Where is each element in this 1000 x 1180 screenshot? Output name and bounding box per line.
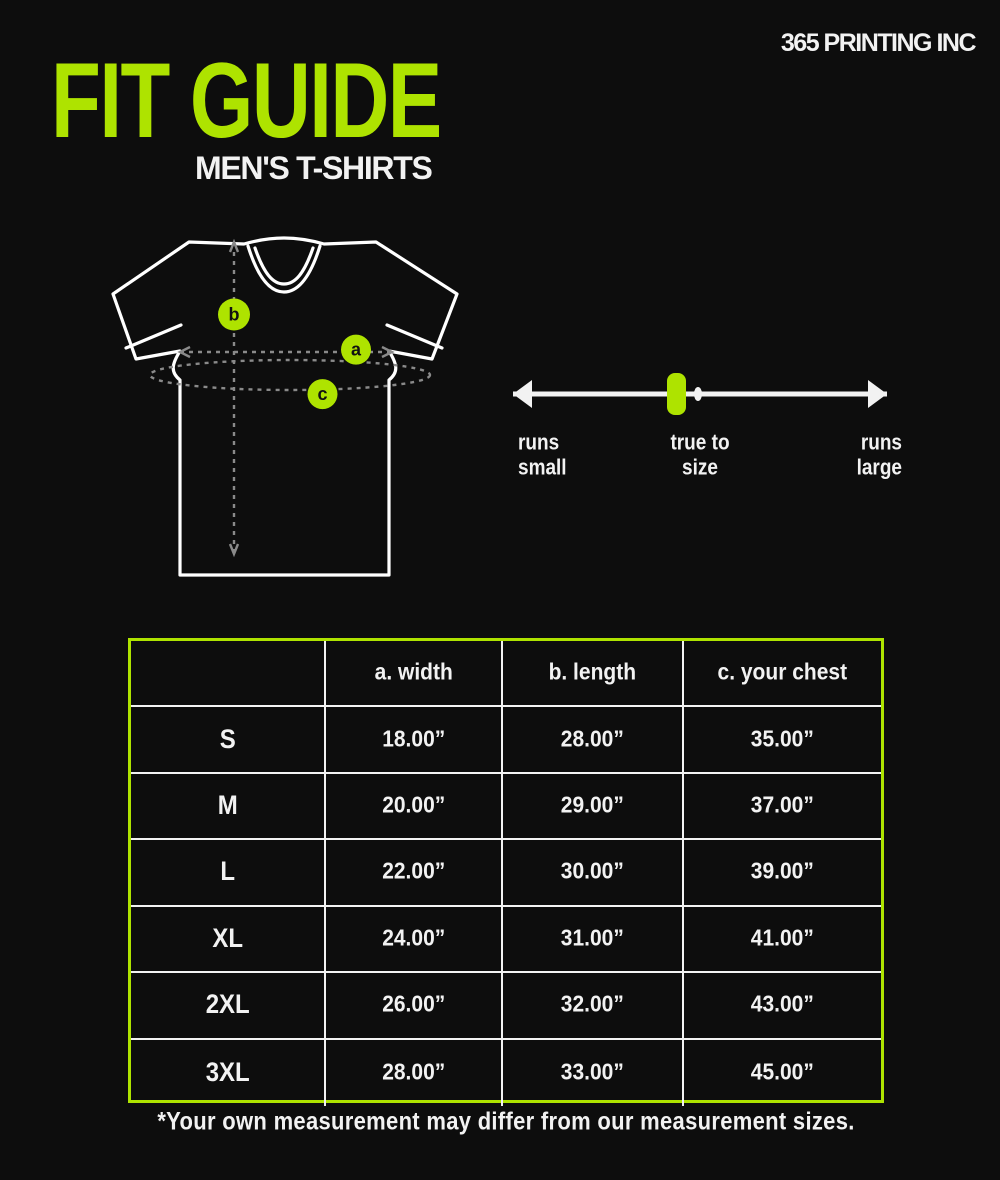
svg-text:a: a	[351, 339, 362, 359]
svg-text:b: b	[229, 305, 240, 325]
svg-text:c: c	[317, 384, 327, 404]
